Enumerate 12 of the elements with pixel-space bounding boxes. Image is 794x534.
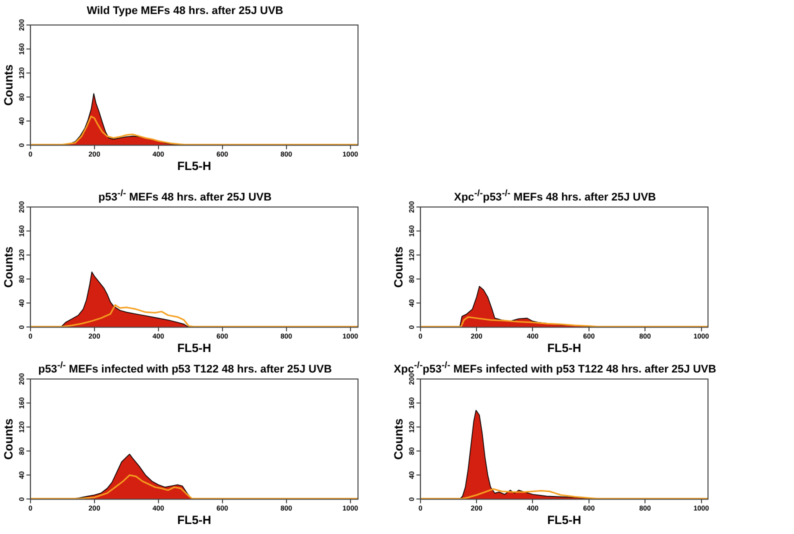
y-axis-title: Counts [392,246,406,288]
x-axis-title: FL5-H [547,341,582,356]
x-axis-title: FL5-H [547,513,582,528]
chart-title: Xpc$^{-/-}$p53$^{-/-}$ MEFs infected with p53 T122 48 hrs. after 25J UVB [392,359,718,376]
y-axis-title: Counts [2,64,16,106]
chart-title: Wild Type MEFs 48 hrs. after 25J UVB [86,4,284,19]
y-axis-title: Counts [2,418,16,460]
y-axis-title: Counts [392,418,406,460]
y-axis-title: Counts [2,246,16,288]
x-axis-title: FL5-H [177,159,212,174]
x-axis-title: FL5-H [177,341,212,356]
x-axis-title: FL5-H [177,513,212,528]
